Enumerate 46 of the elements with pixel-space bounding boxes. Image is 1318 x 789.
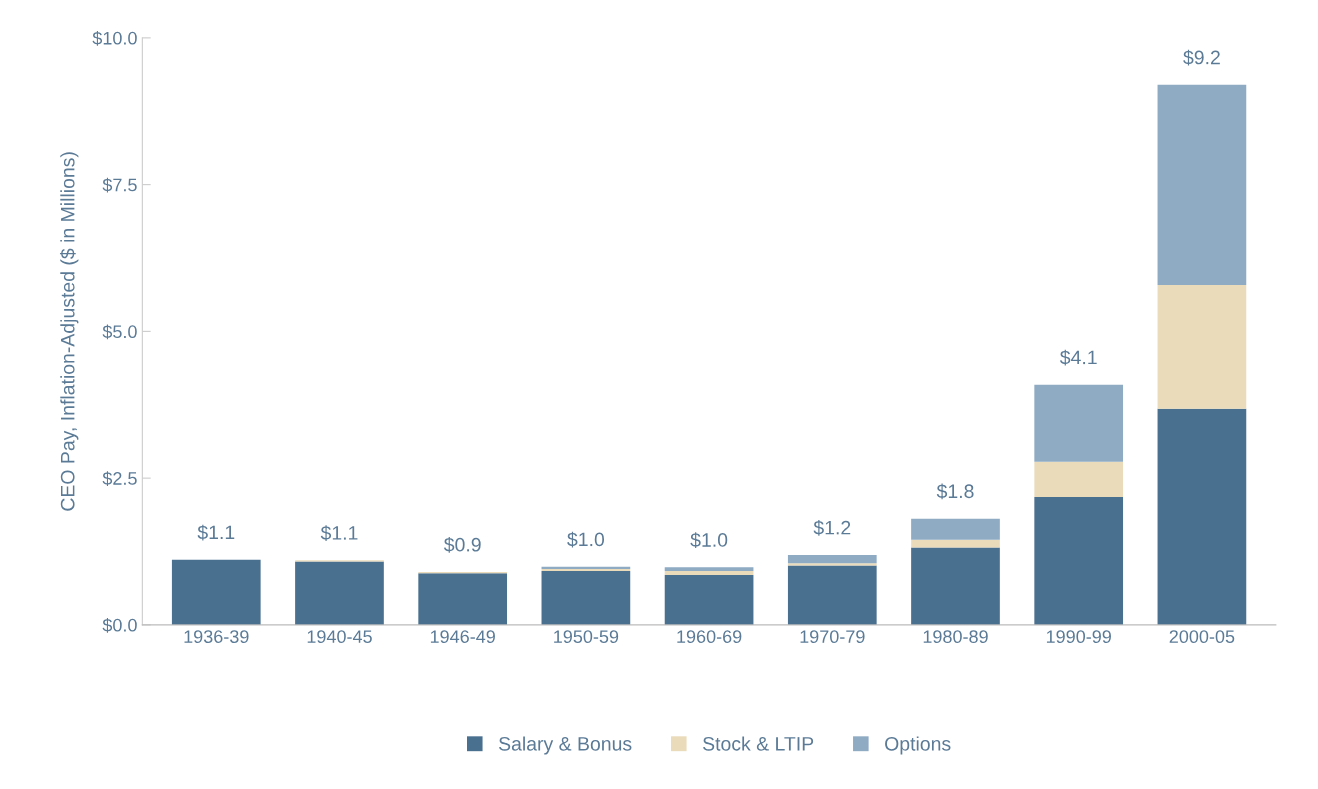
total-label: $1.1 bbox=[197, 524, 235, 541]
bar bbox=[1034, 384, 1124, 462]
total-label: $1.2 bbox=[813, 519, 851, 536]
y-tick-label: $0.0 bbox=[102, 618, 137, 633]
bar bbox=[664, 574, 754, 625]
total-label: $1.8 bbox=[936, 483, 974, 500]
total-label: $1.0 bbox=[690, 532, 728, 549]
x-tick-label: 1970-79 bbox=[800, 630, 865, 644]
bar bbox=[171, 559, 261, 625]
bar bbox=[295, 561, 384, 625]
bar bbox=[418, 573, 508, 625]
bar bbox=[1157, 408, 1247, 625]
total-label: $9.2 bbox=[1183, 49, 1220, 66]
bar bbox=[541, 570, 631, 625]
y-tick-label: $10.0 bbox=[92, 31, 137, 46]
y-tick-label: $5.0 bbox=[102, 324, 137, 340]
x-tick-label: 1960-69 bbox=[677, 630, 742, 644]
bar bbox=[911, 547, 1000, 625]
x-tick-label: 1950-59 bbox=[554, 630, 619, 644]
x-tick-label: 1946-49 bbox=[430, 630, 495, 644]
bar bbox=[664, 567, 754, 571]
bar bbox=[911, 539, 1000, 548]
legend-label: Options bbox=[885, 736, 951, 755]
bar bbox=[787, 563, 877, 566]
y-tick-label: $7.5 bbox=[102, 177, 137, 193]
bar bbox=[664, 570, 754, 575]
bar bbox=[1157, 285, 1247, 409]
bar bbox=[911, 518, 1000, 540]
y-tick-label: $2.5 bbox=[102, 471, 137, 486]
total-label: $4.1 bbox=[1059, 349, 1097, 366]
x-tick-label: 1980-89 bbox=[923, 630, 988, 644]
bar bbox=[1034, 461, 1124, 497]
x-tick-label: 2000-05 bbox=[1169, 630, 1235, 644]
legend-label: Stock & LTIP bbox=[703, 736, 814, 751]
x-tick-label: 1940-45 bbox=[307, 630, 372, 644]
x-tick-label: 1936-39 bbox=[184, 630, 249, 644]
y-axis-title: CEO Pay, Inflation-Adjusted ($ in Millions) bbox=[59, 152, 79, 511]
total-label: $0.9 bbox=[443, 536, 481, 553]
bar bbox=[787, 565, 877, 625]
bar bbox=[1034, 496, 1124, 625]
x-tick-label: 1990-99 bbox=[1046, 630, 1111, 644]
bar bbox=[1157, 84, 1247, 286]
total-label: $1.0 bbox=[567, 531, 605, 548]
total-label: $1.1 bbox=[320, 525, 358, 541]
legend-label: Salary & Bonus bbox=[499, 736, 632, 755]
bar bbox=[787, 555, 877, 564]
